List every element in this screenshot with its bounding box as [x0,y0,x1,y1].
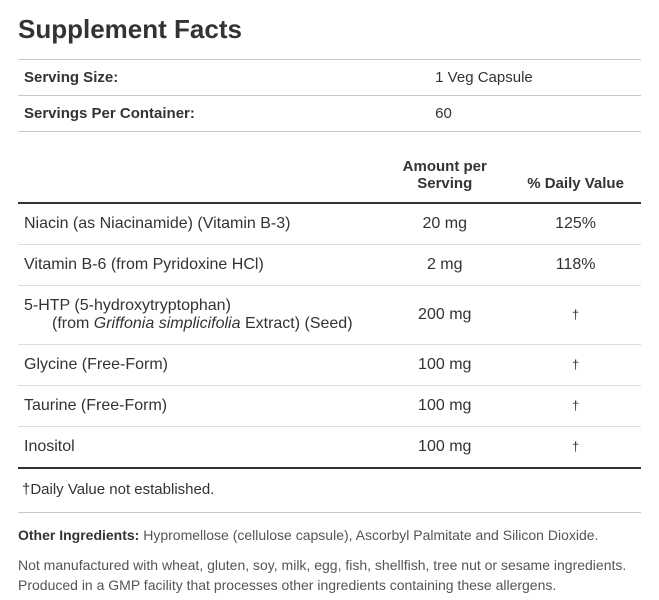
nutrient-header-row: Amount per Serving % Daily Value [18,150,641,203]
nutrient-row: Taurine (Free-Form)100 mg† [18,386,641,427]
nutrient-row: 5-HTP (5-hydroxytryptophan)(from Griffon… [18,286,641,345]
nutrient-body: Niacin (as Niacinamide) (Vitamin B-3)20 … [18,203,641,468]
nutrient-amount: 100 mg [379,427,510,469]
nutrient-row: Glycine (Free-Form)100 mg† [18,345,641,386]
serving-size-row: Serving Size: 1 Veg Capsule [18,60,641,96]
nutrient-name: Taurine (Free-Form) [18,386,379,427]
nutrient-amount: 20 mg [379,203,510,245]
allergen-statement: Not manufactured with wheat, gluten, soy… [18,555,641,596]
dv-footnote: †Daily Value not established. [18,475,641,513]
serving-table: Serving Size: 1 Veg Capsule Servings Per… [18,59,641,132]
nutrient-amount: 200 mg [379,286,510,345]
nutrient-row: Niacin (as Niacinamide) (Vitamin B-3)20 … [18,203,641,245]
nutrient-name: Inositol [18,427,379,469]
serving-size-label: Serving Size: [18,60,429,96]
other-ingredients-text: Hypromellose (cellulose capsule), Ascorb… [143,527,598,543]
other-ingredients: Other Ingredients: Hypromellose (cellulo… [18,527,641,543]
servings-per-container-row: Servings Per Container: 60 [18,96,641,132]
nutrient-name-sub: (from Griffonia simplicifolia Extract) (… [24,315,373,333]
nutrient-row: Vitamin B-6 (from Pyridoxine HCl)2 mg118… [18,245,641,286]
nutrient-dv: † [510,427,641,469]
allergen-line-1: Not manufactured with wheat, gluten, soy… [18,557,626,573]
nutrient-row: Inositol100 mg† [18,427,641,469]
nutrient-name: 5-HTP (5-hydroxytryptophan)(from Griffon… [18,286,379,345]
nutrient-dv: 125% [510,203,641,245]
servings-per-container-value: 60 [429,96,641,132]
col-name-header [18,150,379,203]
nutrient-dv: † [510,345,641,386]
nutrient-amount: 2 mg [379,245,510,286]
nutrient-table: Amount per Serving % Daily Value Niacin … [18,150,641,469]
other-ingredients-label: Other Ingredients: [18,527,143,543]
col-dv-header: % Daily Value [510,150,641,203]
allergen-line-2: Produced in a GMP facility that processe… [18,577,556,593]
nutrient-amount: 100 mg [379,386,510,427]
nutrient-dv: † [510,386,641,427]
nutrient-name: Vitamin B-6 (from Pyridoxine HCl) [18,245,379,286]
nutrient-name: Glycine (Free-Form) [18,345,379,386]
nutrient-dv: 118% [510,245,641,286]
nutrient-amount: 100 mg [379,345,510,386]
col-amount-header: Amount per Serving [379,150,510,203]
nutrient-dv: † [510,286,641,345]
nutrient-name: Niacin (as Niacinamide) (Vitamin B-3) [18,203,379,245]
title: Supplement Facts [18,14,641,45]
serving-size-value: 1 Veg Capsule [429,60,641,96]
servings-per-container-label: Servings Per Container: [18,96,429,132]
